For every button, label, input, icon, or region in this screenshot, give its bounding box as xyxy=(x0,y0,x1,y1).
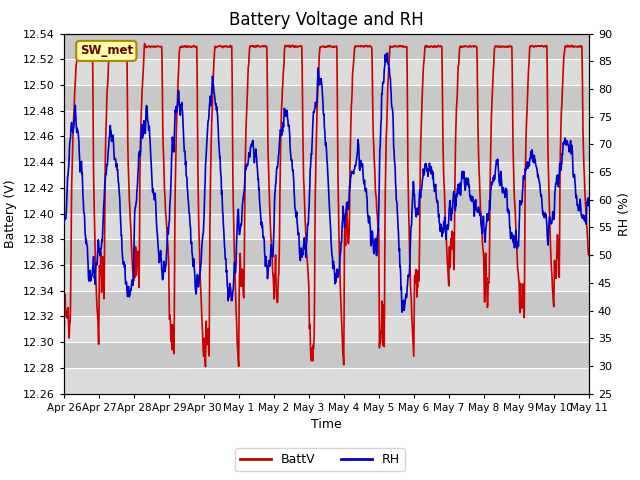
Text: SW_met: SW_met xyxy=(80,44,133,58)
Bar xyxy=(64,342,589,368)
Bar xyxy=(64,162,589,188)
Bar xyxy=(64,265,589,291)
Bar xyxy=(64,60,589,85)
Bar xyxy=(64,34,589,60)
Bar xyxy=(64,240,589,265)
Y-axis label: RH (%): RH (%) xyxy=(618,192,630,236)
RH xyxy=(236,232,243,238)
BattV xyxy=(164,252,172,258)
BattV xyxy=(177,44,185,50)
RH xyxy=(383,50,391,56)
RH xyxy=(524,161,531,167)
Y-axis label: Battery (V): Battery (V) xyxy=(4,180,17,248)
BattV xyxy=(202,364,209,370)
X-axis label: Time: Time xyxy=(311,418,342,431)
BattV xyxy=(60,331,68,336)
Bar xyxy=(64,214,589,240)
Bar xyxy=(64,316,589,342)
BattV xyxy=(585,252,593,258)
RH xyxy=(408,202,416,208)
Title: Battery Voltage and RH: Battery Voltage and RH xyxy=(229,11,424,29)
RH xyxy=(164,225,172,231)
BattV xyxy=(408,324,416,330)
Line: RH: RH xyxy=(64,53,589,312)
BattV xyxy=(477,212,484,217)
RH xyxy=(585,195,593,201)
RH xyxy=(398,309,406,315)
RH xyxy=(477,219,484,225)
RH xyxy=(60,221,68,227)
Bar xyxy=(64,111,589,136)
RH xyxy=(177,102,184,108)
Bar xyxy=(64,368,589,394)
Bar xyxy=(64,188,589,214)
Bar xyxy=(64,136,589,162)
BattV xyxy=(141,41,148,47)
BattV xyxy=(524,105,531,110)
BattV xyxy=(236,251,244,256)
Legend: BattV, RH: BattV, RH xyxy=(235,448,405,471)
Bar xyxy=(64,291,589,316)
Bar xyxy=(64,85,589,111)
Line: BattV: BattV xyxy=(64,44,589,367)
